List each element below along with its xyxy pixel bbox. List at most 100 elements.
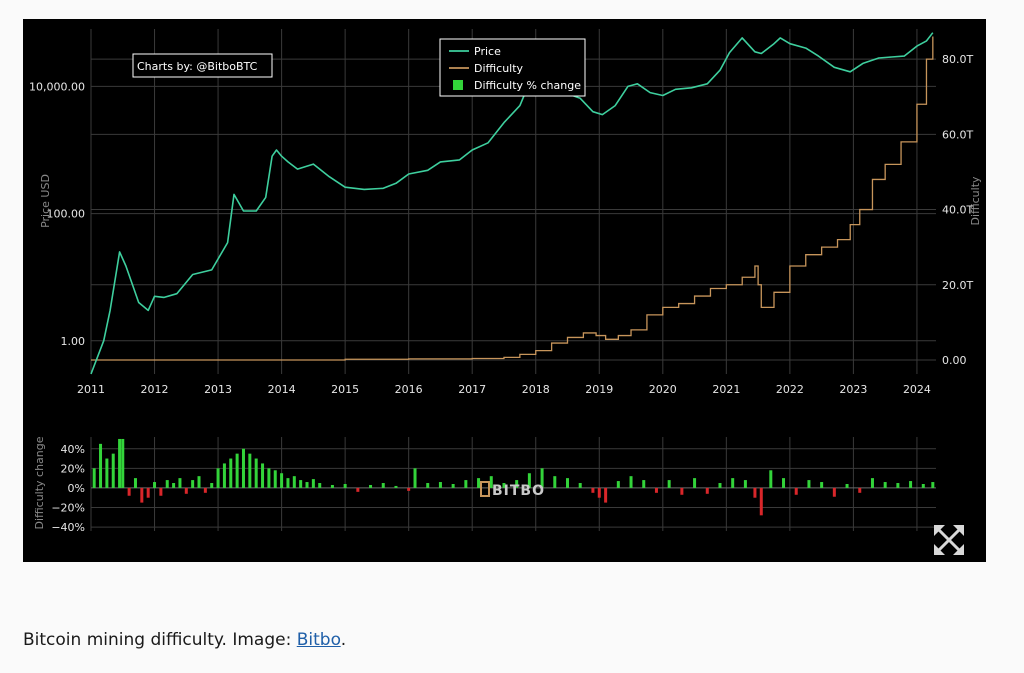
change-bar <box>394 485 398 488</box>
change-bar <box>680 487 684 495</box>
change-bar <box>896 483 900 488</box>
change-bar <box>197 476 201 488</box>
change-bar <box>140 487 144 503</box>
change-bar <box>184 487 188 494</box>
change-bar <box>921 484 925 488</box>
change-bar <box>705 487 709 494</box>
bitbo-watermark: BITBO <box>480 481 545 499</box>
change-tick-label: 20% <box>61 462 85 475</box>
change-bar <box>642 480 646 488</box>
x-tick-label: 2018 <box>522 383 550 396</box>
change-bar <box>654 487 658 493</box>
change-bar <box>502 483 506 488</box>
change-bar <box>759 487 763 516</box>
change-bar <box>909 481 913 488</box>
change-bar <box>210 483 214 488</box>
expand-arrows-icon <box>934 525 964 555</box>
change-bar <box>931 482 935 488</box>
change-bar <box>566 478 570 488</box>
x-tick-label: 2019 <box>585 383 613 396</box>
x-tick-label: 2024 <box>903 383 931 396</box>
x-tick-label: 2012 <box>141 383 169 396</box>
x-tick-label: 2015 <box>331 383 359 396</box>
change-bar <box>477 478 481 488</box>
change-axis-ticks: 40% 20% 0% −20% −40% <box>51 443 85 534</box>
change-tick-label: 40% <box>61 443 85 456</box>
change-bar <box>540 468 544 488</box>
change-tick-label: −40% <box>51 521 85 534</box>
change-bar <box>597 487 601 498</box>
credit-text: Charts by: @BitboBTC <box>137 60 258 73</box>
price-line <box>90 32 934 375</box>
change-bar <box>203 487 207 493</box>
price-series <box>90 32 934 375</box>
change-bar <box>718 483 722 488</box>
change-bar <box>731 478 735 488</box>
change-bar <box>832 487 836 497</box>
legend: Price Difficulty Difficulty % change <box>439 38 586 97</box>
change-bar <box>235 453 239 488</box>
change-bar <box>172 483 176 488</box>
chart-container: 2011 2012 2013 2014 2015 2016 2017 2018 2019 2020… <box>23 19 986 562</box>
x-tick-label: 2021 <box>712 383 740 396</box>
legend-change-swatch <box>453 80 463 90</box>
change-bar <box>273 470 277 488</box>
x-tick-label: 2014 <box>268 383 296 396</box>
difficulty-series <box>91 36 934 361</box>
legend-price-label[interactable]: Price <box>474 45 501 58</box>
x-tick-label: 2022 <box>776 383 804 396</box>
price-tick-label: 100.00 <box>47 208 86 221</box>
change-bar <box>127 487 131 496</box>
change-bar <box>743 480 747 488</box>
legend-difficulty-label[interactable]: Difficulty <box>474 62 524 75</box>
change-bar <box>553 476 557 488</box>
change-tick-label: 0% <box>68 482 85 495</box>
change-tick-label: −20% <box>51 502 85 515</box>
change-bar <box>794 487 798 495</box>
change-bar <box>343 484 347 488</box>
x-tick-label: 2020 <box>649 383 677 396</box>
change-bar <box>153 482 157 488</box>
change-bar <box>248 453 252 488</box>
price-difficulty-panel: 2011 2012 2013 2014 2015 2016 2017 2018 2019 2020… <box>29 29 982 396</box>
watermark-text: BITBO <box>492 483 545 499</box>
change-bar <box>753 487 757 498</box>
x-tick-label: 2017 <box>458 383 486 396</box>
difficulty-tick-label: 60.0T <box>942 128 973 141</box>
change-bar <box>413 468 417 488</box>
change-bar <box>92 468 96 488</box>
legend-change-label[interactable]: Difficulty % change <box>474 79 581 92</box>
change-bar <box>330 484 334 488</box>
change-bars <box>92 438 935 516</box>
change-bar <box>616 481 620 488</box>
change-bar <box>318 483 322 488</box>
x-tick-label: 2011 <box>77 383 105 396</box>
credit-box: Charts by: @BitboBTC <box>132 53 273 78</box>
x-tick-label: 2016 <box>395 383 423 396</box>
difficulty-tick-label: 80.0T <box>942 53 973 66</box>
change-bar <box>693 478 697 488</box>
change-bar <box>438 482 442 488</box>
change-bar <box>407 487 411 491</box>
difficulty-axis-title: Difficulty <box>969 176 982 226</box>
difficulty-tick-label: 0.00 <box>942 354 967 367</box>
change-bar <box>178 478 182 488</box>
change-bar <box>191 480 195 488</box>
change-bar <box>883 482 887 488</box>
change-bar <box>121 438 125 488</box>
change-bar <box>305 482 309 488</box>
bitbo-link[interactable]: Bitbo <box>296 630 341 650</box>
change-grid <box>90 437 936 531</box>
change-bar <box>807 480 811 488</box>
change-bar <box>464 480 468 488</box>
change-bar <box>769 470 773 488</box>
change-axis-title: Difficulty change <box>33 436 46 529</box>
x-axis-ticks: 2011 2012 2013 2014 2015 2016 2017 2018 2019 2020… <box>77 383 931 396</box>
price-tick-label: 1.00 <box>61 335 86 348</box>
change-bar <box>216 468 220 488</box>
change-bar <box>845 484 849 488</box>
difficulty-line <box>91 36 934 361</box>
change-bar <box>369 484 373 488</box>
x-tick-label: 2013 <box>204 383 232 396</box>
expand-icon[interactable] <box>932 523 966 557</box>
